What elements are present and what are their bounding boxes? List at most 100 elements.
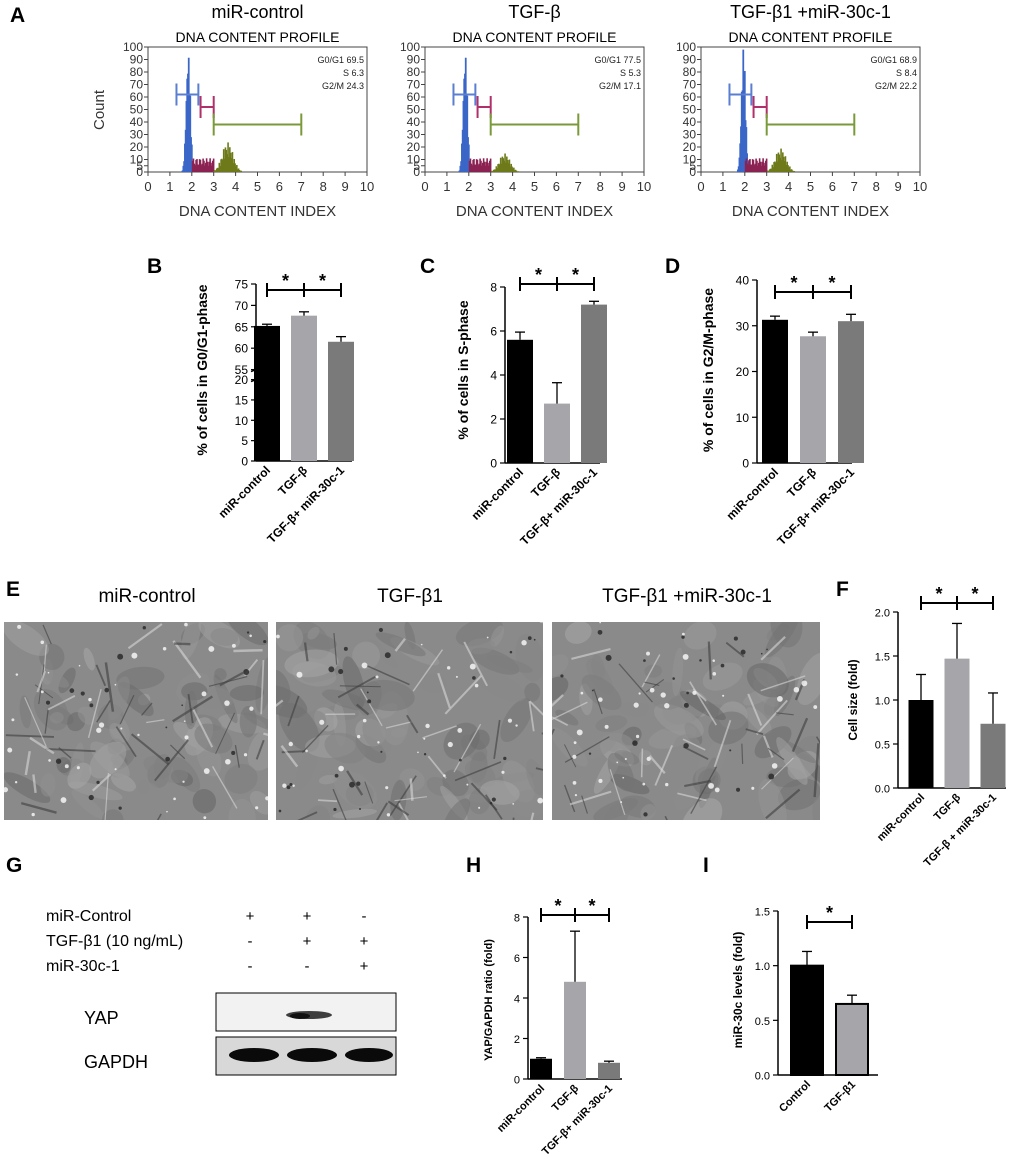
bar-3 <box>980 723 1006 788</box>
x-tick-label: 1 <box>443 179 450 194</box>
debris-spot <box>793 686 800 693</box>
debris-spot <box>423 737 426 740</box>
cell-process <box>387 800 410 816</box>
cell-shape <box>83 647 95 671</box>
debris-spot <box>184 622 188 627</box>
cell-process <box>453 723 482 773</box>
cell-shape <box>255 657 268 712</box>
s-bin <box>752 159 755 172</box>
blot-row-label-mir-control: miR-Control <box>46 908 131 925</box>
category-label-2: TGF-β <box>528 465 563 500</box>
s-bin <box>750 164 753 172</box>
debris-spot <box>646 651 650 656</box>
debris-spot <box>768 773 775 780</box>
y-tick-label: 60 <box>235 342 249 356</box>
y-tick-label: 65 <box>235 320 249 334</box>
debris-spot <box>166 810 168 813</box>
cell-process <box>346 770 364 796</box>
s-bin <box>474 164 476 172</box>
cell-process <box>297 811 318 820</box>
cell-process <box>412 649 444 692</box>
cell-process <box>761 757 794 790</box>
cell-shape <box>443 798 471 820</box>
y-tick-label: 55 <box>235 363 249 377</box>
g2-bin <box>504 153 506 172</box>
histogram-stat: G2/M 22.2 <box>875 81 917 91</box>
histogram-stat: G0/G1 68.9 <box>870 55 917 65</box>
cell-shape <box>754 726 792 759</box>
debris-spot <box>142 626 146 630</box>
s-bin <box>472 159 474 172</box>
category-label-2: TGF-β <box>275 463 310 498</box>
blot-gapdh-band-2 <box>287 1048 337 1062</box>
y-tick-label: 5 <box>689 159 696 173</box>
y-axis-label: Count <box>91 89 108 130</box>
debris-spot <box>305 749 308 753</box>
cell-shape <box>653 703 704 739</box>
debris-spot <box>733 636 738 641</box>
s-bin <box>478 163 481 172</box>
cell-process <box>815 736 820 745</box>
g2-bin <box>240 170 243 172</box>
cell-shape <box>763 696 779 716</box>
s-bin <box>194 165 197 172</box>
y-tick-label: 0 <box>490 457 497 471</box>
s-bin <box>480 160 482 172</box>
debris-spot <box>574 793 578 797</box>
x-tick-label: 4 <box>785 179 792 194</box>
y-tick-label: 4 <box>490 369 497 383</box>
debris-spot <box>622 776 625 779</box>
micrograph-tgf-beta1-mir30c1-texture <box>552 622 820 820</box>
y-tick-label: 40 <box>130 115 144 129</box>
micrograph-tgf-beta1-texture <box>276 622 543 820</box>
cell-shape <box>475 669 526 702</box>
debris-spot <box>643 812 648 817</box>
g2-bin <box>492 171 494 172</box>
cell-shape <box>758 779 787 820</box>
g2-bin <box>232 163 235 172</box>
cell-process <box>5 734 54 738</box>
g2-bin <box>229 152 232 172</box>
debris-spot <box>203 768 210 774</box>
x-tick-label: 7 <box>298 179 305 194</box>
debris-spot <box>165 756 170 762</box>
debris-spot <box>249 634 252 638</box>
debris-spot <box>88 794 94 801</box>
cell-process <box>563 784 576 813</box>
y-tick-label: 5 <box>413 159 420 173</box>
y-tick-label: 2 <box>490 413 497 427</box>
s-bin <box>756 160 758 172</box>
histogram-stat: S 5.3 <box>620 68 641 78</box>
cell-process <box>535 767 543 771</box>
cell-shape <box>128 782 162 818</box>
histogram-frame <box>700 46 921 173</box>
y-tick-label: 5 <box>241 434 248 448</box>
debris-spot <box>521 640 527 646</box>
cell-process <box>609 769 626 816</box>
y-tick-label: 40 <box>736 274 750 288</box>
s-bin <box>196 159 198 172</box>
y-axis-label: % of cells in G0/G1-phase <box>194 284 210 455</box>
cell-process <box>760 675 806 692</box>
debris-spot <box>708 782 714 789</box>
cell-process <box>791 717 809 753</box>
debris-spot <box>367 699 372 704</box>
s-bin <box>212 158 215 172</box>
debris-spot <box>117 653 124 660</box>
panel-label-f: F <box>836 578 849 601</box>
debris-spot <box>349 781 355 788</box>
y-axis-label: % of cells in G2/M-phase <box>700 288 716 452</box>
g2-bin <box>787 165 789 172</box>
x-tick-label: 2 <box>465 179 472 194</box>
debris-spot <box>366 691 369 694</box>
cell-process <box>463 641 489 687</box>
y-tick-label: 10 <box>683 153 697 167</box>
s-bin <box>207 165 210 172</box>
y-tick-label: 0 <box>136 165 143 179</box>
y-tick-label: 75 <box>235 278 249 292</box>
s-bin <box>751 159 754 172</box>
g2-bin <box>775 162 777 172</box>
debris-spot <box>446 666 451 670</box>
bar-3 <box>838 321 864 463</box>
y-tick-label: 60 <box>683 90 697 104</box>
